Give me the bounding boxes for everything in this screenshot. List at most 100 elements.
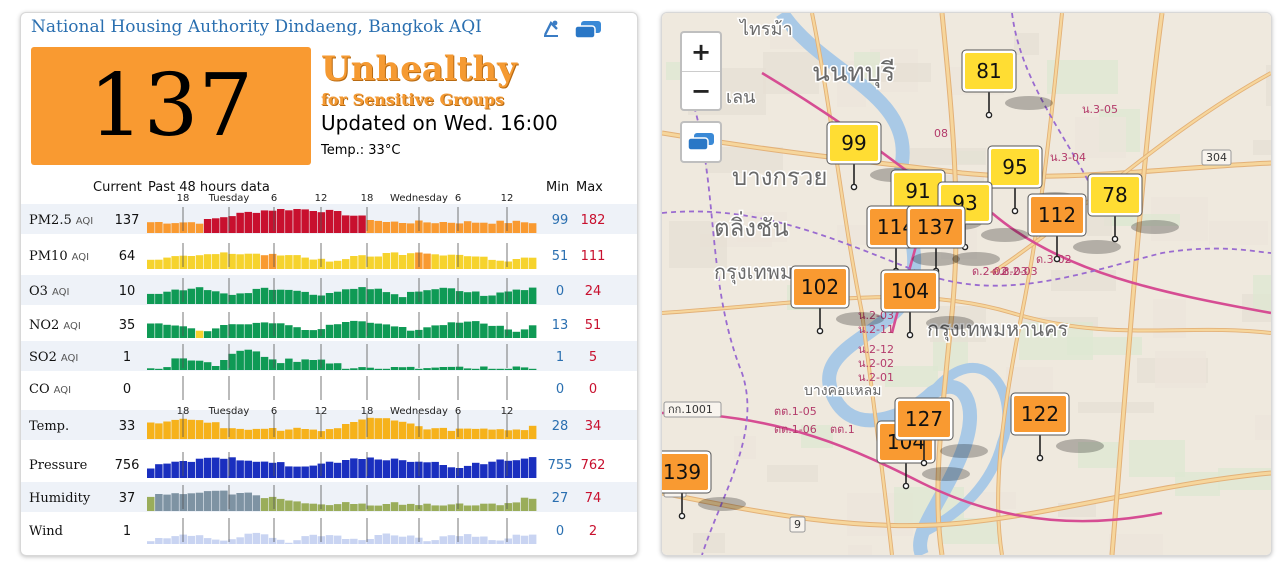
header-max: Max [576, 180, 603, 195]
time-label: Wednesday [390, 406, 448, 417]
road-label: ตต.1-06 [774, 423, 817, 436]
time-label: 6 [455, 193, 461, 204]
road-label: กก.1001 [668, 403, 713, 416]
time-label: 6 [271, 406, 277, 417]
row-sparkbars [147, 452, 537, 478]
row-label: Temp. [29, 419, 69, 434]
row-current: 0 [123, 382, 131, 397]
zoom-control: + − [680, 31, 722, 111]
aqi-map[interactable]: ไทรม้านนทบุรีบางกรวยตลิ่งชันกรุงเทพมหานค… [662, 13, 1271, 555]
time-label: Wednesday [390, 193, 448, 204]
row-max: 111 [581, 249, 606, 264]
aqi-marker-value: 122 [1021, 402, 1059, 426]
time-label: 12 [315, 193, 328, 204]
row-label: Pressure [29, 458, 88, 473]
road-label: น.2-12 [858, 343, 894, 356]
row-current: 33 [119, 419, 136, 434]
road-label: ด.3-03 [992, 265, 1028, 278]
row-min: 0 [556, 382, 564, 397]
row-sparkbars [182, 376, 508, 400]
aqi-marker-value: 99 [841, 131, 866, 155]
row-current: 1 [123, 350, 131, 365]
row-label: NO2 AQI [29, 318, 81, 333]
place-label: ไทรม้า [738, 18, 793, 40]
row-current: 64 [119, 249, 136, 264]
aqi-marker[interactable]: 112 [1027, 193, 1121, 263]
row-sparkbars [147, 344, 537, 370]
row-background [21, 373, 637, 403]
aqi-status-sub: for Sensitive Groups [321, 90, 505, 109]
aqi-marker[interactable]: 127 [894, 397, 988, 467]
aqi-marker[interactable]: 104 [880, 269, 974, 339]
aqi-marker-value: 91 [905, 179, 930, 203]
aqi-marker-value: 127 [905, 407, 943, 431]
aqi-marker[interactable]: 78 [1087, 173, 1179, 243]
road-label: น.3-05 [1082, 103, 1118, 116]
road-label: ด.2-02 [972, 265, 1008, 278]
road-label: ด.2-03 [1002, 265, 1038, 278]
row-max: 0 [589, 382, 597, 397]
station-title[interactable]: National Housing Authority Dindaeng, Ban… [31, 17, 482, 37]
aqi-marker[interactable]: 122 [1010, 392, 1104, 462]
row-current: 1 [123, 524, 131, 539]
row-label: PM10 AQI [29, 249, 89, 264]
time-label: 12 [315, 406, 328, 417]
place-label: กรุงเทพมหานคร [927, 317, 1068, 342]
map-layers-button[interactable] [680, 121, 722, 163]
layers-icon [687, 133, 714, 151]
updated-time: Updated on Wed. 16:00 [321, 111, 558, 135]
zoom-out-button[interactable]: − [690, 77, 712, 105]
share-icon[interactable] [541, 19, 561, 43]
time-label: 6 [455, 406, 461, 417]
station-panel: National Housing Authority Dindaeng, Ban… [20, 12, 638, 556]
road-label: 304 [1206, 151, 1227, 164]
road-label: 08 [934, 127, 948, 140]
place-label: เลน [726, 87, 756, 108]
row-sparkbars [147, 413, 537, 439]
row-sparkbars [147, 485, 537, 511]
row-label: SO2 AQI [29, 350, 78, 365]
aqi-marker-value: 78 [1102, 183, 1127, 207]
row-label: Wind [29, 524, 63, 539]
road-label: ตต.1 [830, 423, 855, 436]
map-panel[interactable]: ไทรม้า นนทบุรี บางกรวย ตลิ่งชัน กรุงเทพมหานค… [661, 12, 1272, 556]
aqi-marker[interactable]: 81 [961, 49, 1053, 119]
road-label: น.2-01 [858, 371, 894, 384]
time-label: 18 [361, 406, 374, 417]
aqi-marker-value: 102 [801, 275, 839, 299]
time-label: 18 [177, 406, 190, 417]
road-label: น.2-11 [858, 323, 894, 336]
current-temp: Temp.: 33°C [321, 143, 401, 158]
place-label: ตลิ่งชัน [714, 211, 789, 242]
row-min: 0 [556, 524, 564, 539]
row-max: 5 [589, 350, 597, 365]
row-min: 755 [548, 458, 573, 473]
row-current: 37 [119, 491, 136, 506]
aqi-marker[interactable]: 137 [906, 205, 1000, 275]
row-min: 1 [556, 350, 564, 365]
time-label: 18 [177, 193, 190, 204]
aqi-marker-value: 137 [917, 215, 955, 239]
header-min: Min [546, 180, 570, 195]
row-label: Humidity [29, 491, 91, 506]
aqi-value-box: 137 [31, 47, 311, 165]
place-label: นนทบุรี [812, 58, 895, 88]
zoom-in-button[interactable]: + [682, 33, 720, 72]
layers-icon[interactable] [573, 19, 603, 45]
row-min: 13 [552, 318, 569, 333]
aqi-marker[interactable]: 139 [662, 450, 746, 520]
aqi-marker[interactable]: 102 [790, 265, 884, 335]
row-current: 10 [119, 284, 136, 299]
row-max: 762 [581, 458, 606, 473]
time-label: 12 [501, 193, 514, 204]
header-past: Past 48 hours data [148, 180, 270, 195]
row-max: 182 [581, 213, 606, 228]
row-max: 24 [585, 284, 602, 299]
header-current: Current [93, 180, 142, 195]
road-label: ตต.1-05 [774, 405, 817, 418]
row-min: 51 [552, 249, 569, 264]
row-current: 137 [115, 213, 140, 228]
row-sparkbars [147, 243, 537, 269]
time-label: 6 [271, 193, 277, 204]
row-min: 0 [556, 284, 564, 299]
